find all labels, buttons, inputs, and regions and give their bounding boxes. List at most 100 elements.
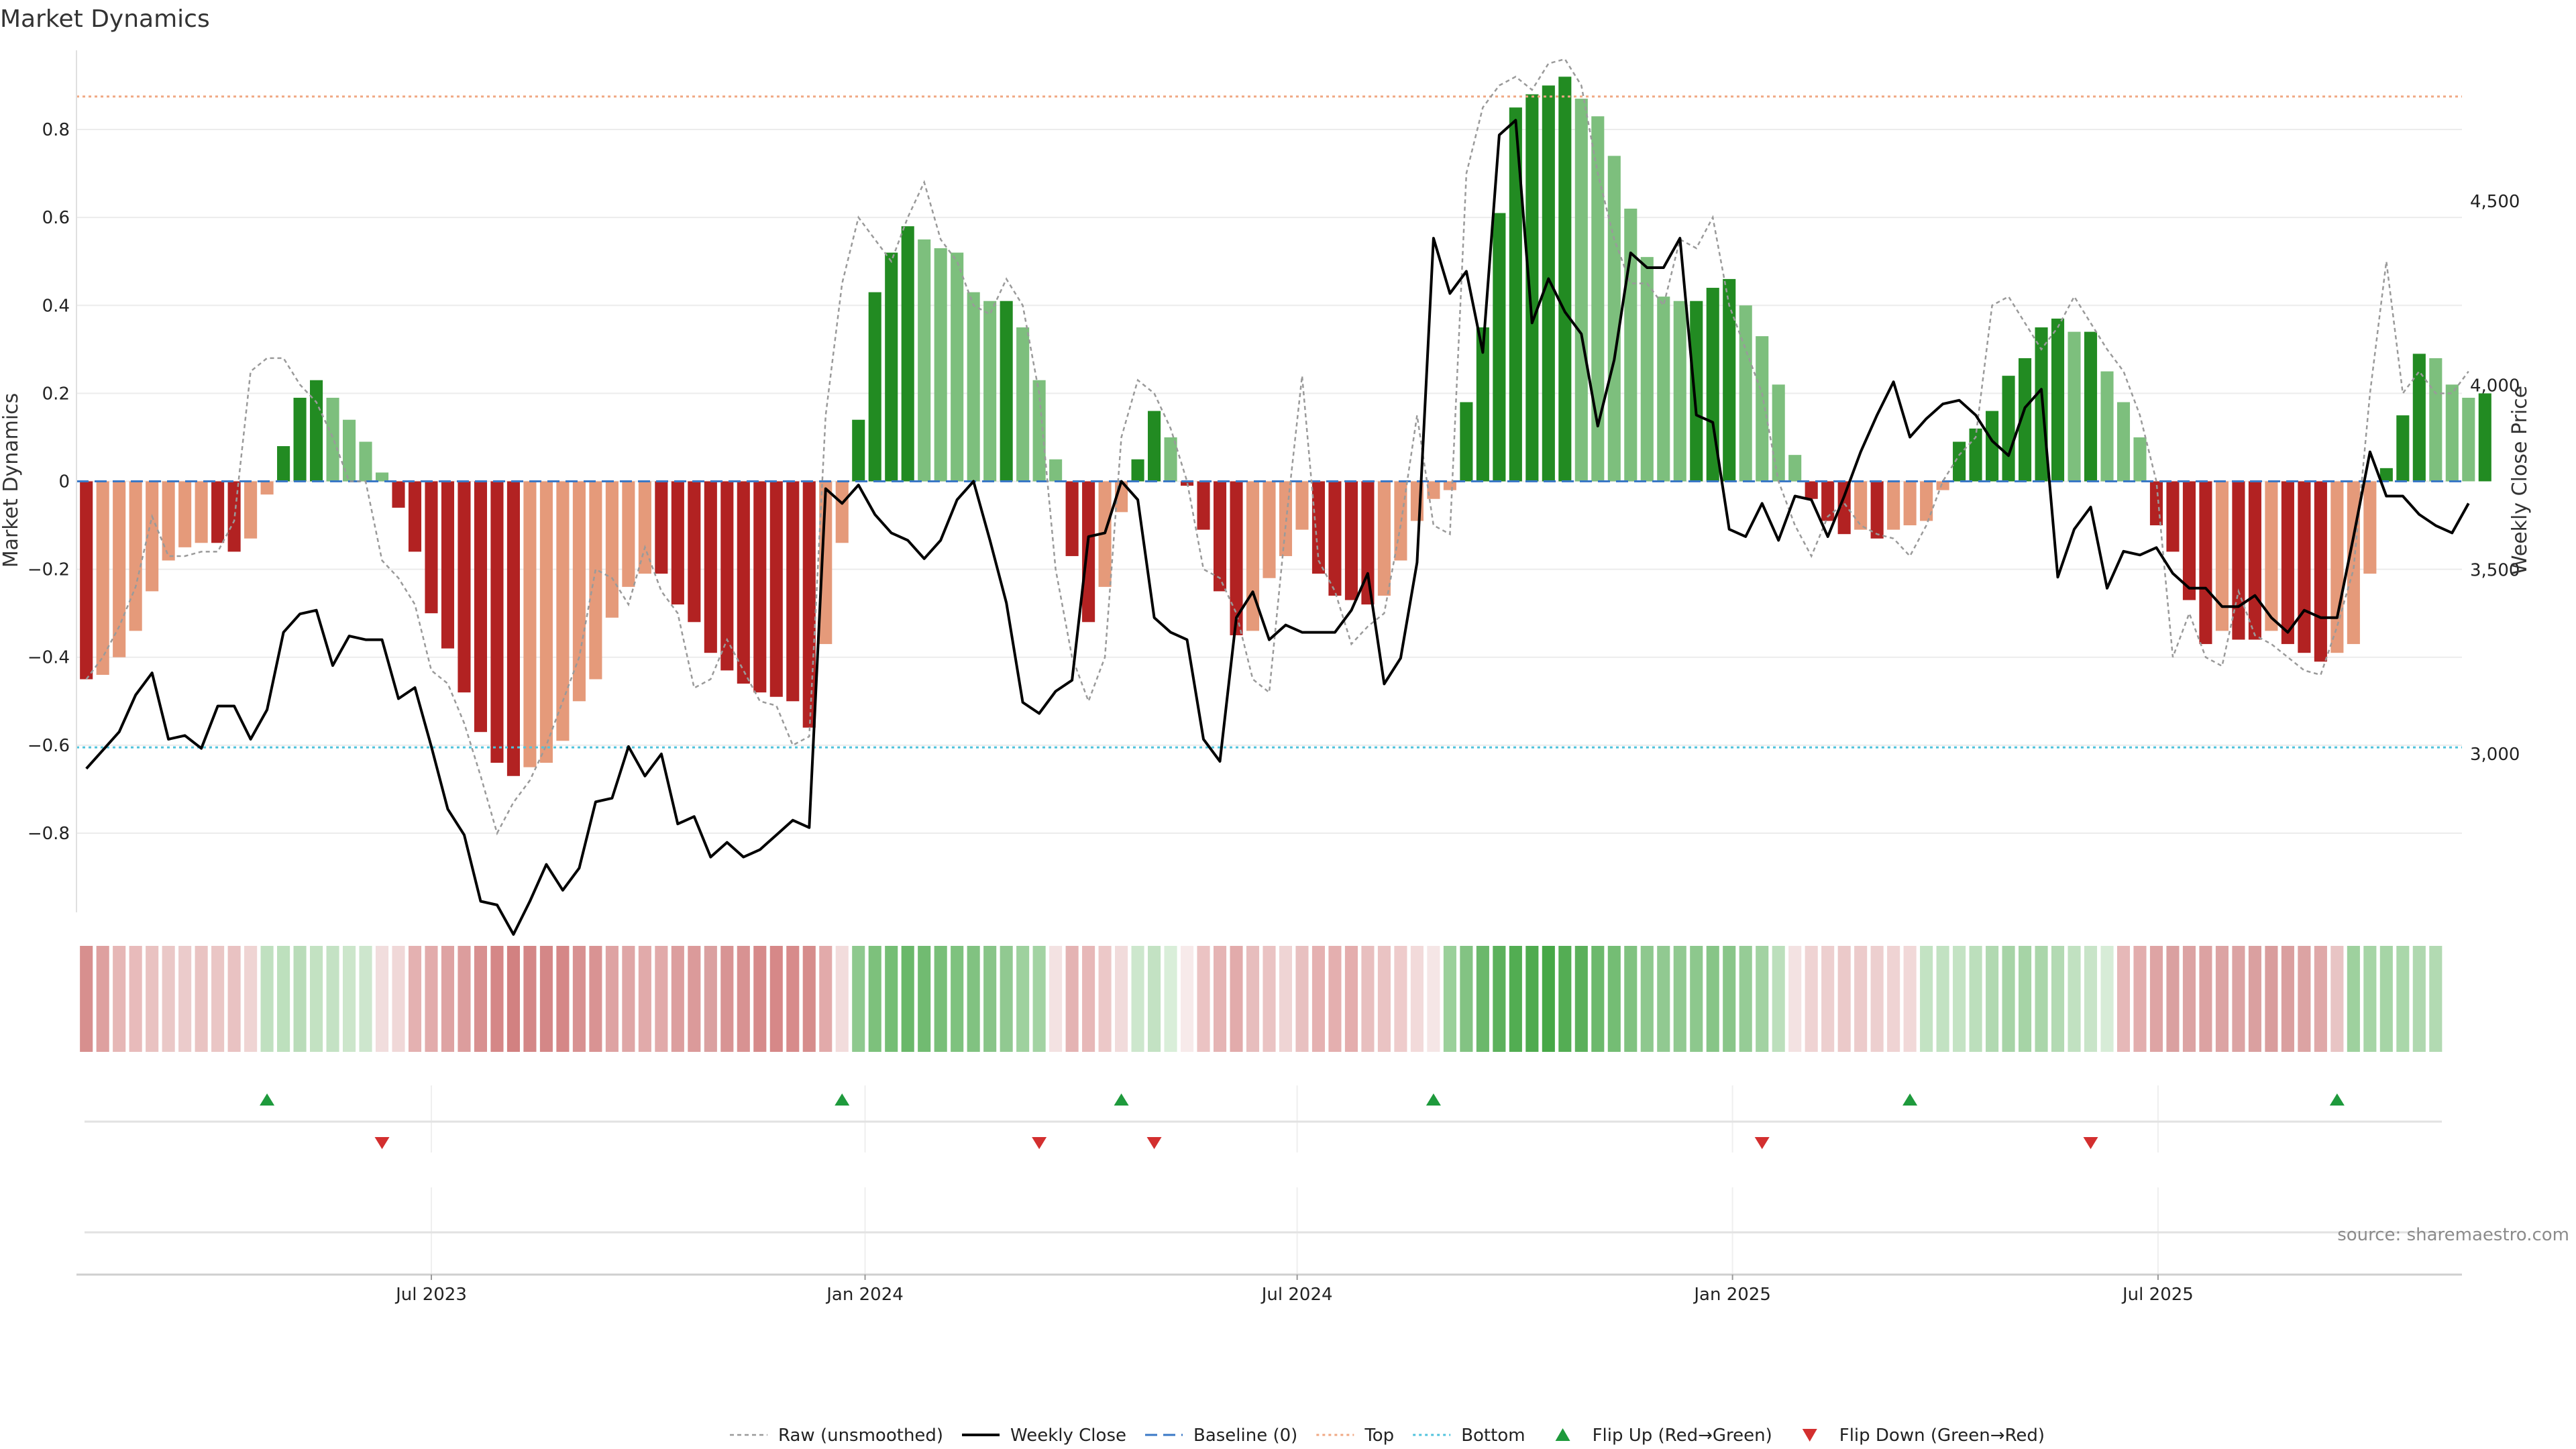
- flip-up-marker: [2329, 1093, 2345, 1106]
- heat-cell: [1493, 946, 1506, 1052]
- momentum-bar: [868, 292, 881, 482]
- momentum-bar: [967, 292, 980, 482]
- heat-cell: [1476, 946, 1489, 1052]
- heat-cell: [227, 946, 241, 1052]
- heat-cell: [2379, 946, 2393, 1052]
- legend-label: Flip Down (Green→Red): [1839, 1426, 2045, 1446]
- legend-swatch: [1555, 1428, 1570, 1441]
- heat-cell: [211, 946, 225, 1052]
- heat-cell: [2166, 946, 2180, 1052]
- heat-cell: [1016, 946, 1030, 1052]
- momentum-bar: [1903, 481, 1917, 526]
- heat-cell: [1969, 946, 1982, 1052]
- momentum-bar: [1591, 116, 1605, 482]
- momentum-bar: [1657, 297, 1670, 482]
- momentum-bar: [342, 419, 356, 482]
- heat-cell: [1986, 946, 1999, 1052]
- momentum-bar: [572, 481, 586, 702]
- heat-cell: [720, 946, 734, 1052]
- momentum-bar: [1197, 481, 1210, 530]
- heat-cell: [1394, 946, 1407, 1052]
- momentum-bar: [638, 481, 651, 574]
- momentum-bar: [2182, 481, 2196, 600]
- legend: Raw (unsmoothed) Weekly Close Baseline (0)…: [730, 1426, 2045, 1446]
- heat-cell: [2281, 946, 2294, 1052]
- heat-cell: [671, 946, 684, 1052]
- heat-cell: [1870, 946, 1884, 1052]
- y-tick-label: 0.2: [42, 384, 70, 404]
- momentum-bar: [2149, 481, 2163, 526]
- heat-cell: [835, 946, 849, 1052]
- momentum-bar: [178, 481, 192, 547]
- flip-down-marker: [2083, 1137, 2098, 1149]
- momentum-bar: [2462, 397, 2475, 482]
- momentum-bar: [1772, 384, 1785, 482]
- heat-cell: [622, 946, 635, 1052]
- heat-cell: [2182, 946, 2196, 1052]
- momentum-bar: [162, 481, 175, 561]
- heat-cell: [605, 946, 619, 1052]
- flip-down-marker: [374, 1137, 390, 1149]
- heat-cell: [901, 946, 914, 1052]
- heat-cell: [490, 946, 504, 1052]
- momentum-bar: [1558, 76, 1572, 482]
- axes: −0.8 −0.6 −0.4 −0.2 0 0.2 0.4 0.6 0.8 3,000 3,500 4…: [28, 50, 2520, 912]
- heat-cell: [2363, 946, 2377, 1052]
- flip-down-marker: [1032, 1137, 1047, 1149]
- momentum-bar: [523, 481, 537, 767]
- momentum-bar: [1969, 428, 1982, 482]
- legend-label: Flip Up (Red→Green): [1593, 1426, 1772, 1446]
- heat-cell: [2265, 946, 2278, 1052]
- heat-cell: [2019, 946, 2032, 1052]
- momentum-bar: [1213, 481, 1227, 592]
- momentum-bar: [1525, 94, 1539, 482]
- momentum-bar: [113, 481, 126, 657]
- heat-cell: [802, 946, 816, 1052]
- momentum-bar: [2199, 481, 2212, 645]
- momentum-bar: [655, 481, 668, 574]
- heat-cell: [96, 946, 109, 1052]
- momentum-bar: [441, 481, 455, 649]
- momentum-bar: [2215, 481, 2229, 631]
- momentum-bar: [1295, 481, 1309, 530]
- momentum-bar: [375, 472, 389, 482]
- momentum-bar: [1361, 481, 1375, 605]
- heat-cell: [2051, 946, 2065, 1052]
- heat-cell: [1049, 946, 1063, 1052]
- heat-cell: [441, 946, 455, 1052]
- momentum-bar: [1344, 481, 1358, 600]
- momentum-bar: [737, 481, 750, 684]
- momentum-bar: [80, 481, 93, 680]
- momentum-bar: [2100, 371, 2114, 482]
- momentum-bar: [622, 481, 635, 587]
- heat-cell: [1673, 946, 1686, 1052]
- heat-cell: [1065, 946, 1079, 1052]
- heat-cell: [2084, 946, 2098, 1052]
- momentum-bar: [260, 481, 274, 495]
- heat-cell: [359, 946, 372, 1052]
- legend-item-bottom: Bottom: [1413, 1426, 1525, 1446]
- heat-cell: [326, 946, 339, 1052]
- heat-cell: [1936, 946, 1949, 1052]
- reference-lines: [76, 95, 2462, 749]
- heat-cell: [1427, 946, 1440, 1052]
- heat-cell: [2396, 946, 2410, 1052]
- momentum-bar: [819, 481, 833, 645]
- heat-cell: [1887, 946, 1900, 1052]
- momentum-bar: [1509, 107, 1522, 482]
- momentum-bar: [129, 481, 142, 631]
- y2-axis-label: Weekly Close Price: [2508, 386, 2532, 575]
- heat-cell: [2035, 946, 2048, 1052]
- momentum-bar: [1821, 481, 1835, 521]
- heat-cell: [129, 946, 142, 1052]
- heat-cell: [2347, 946, 2360, 1052]
- flip-up-marker: [1426, 1093, 1441, 1106]
- heat-cell: [934, 946, 947, 1052]
- legend-label: Bottom: [1461, 1426, 1525, 1446]
- momentum-bar: [605, 481, 619, 618]
- heat-cell: [2314, 946, 2327, 1052]
- y2-tick-label: 3,000: [2470, 745, 2520, 765]
- heat-cell: [1739, 946, 1752, 1052]
- heat-cell: [753, 946, 767, 1052]
- heat-cell: [2116, 946, 2131, 1052]
